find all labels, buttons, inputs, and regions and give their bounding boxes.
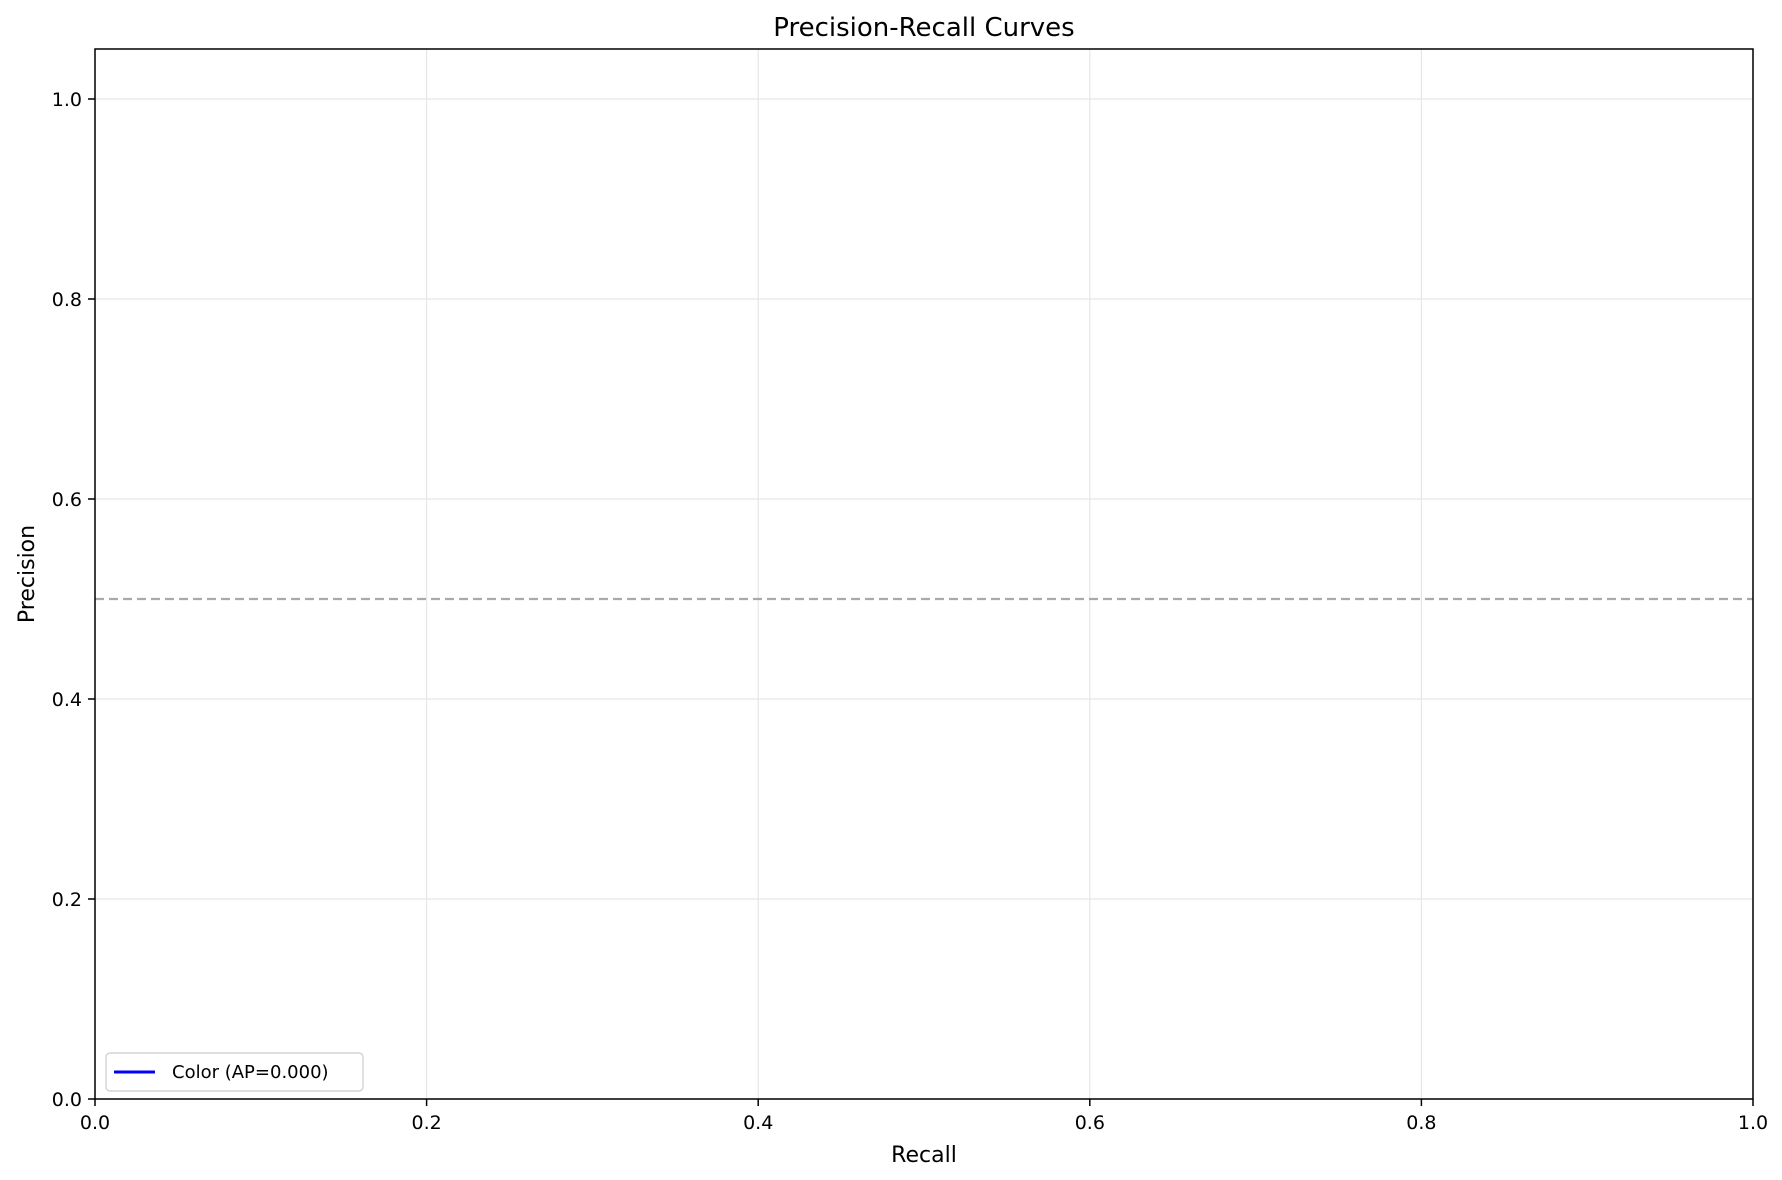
x-tick-label: 1.0	[1738, 1112, 1768, 1134]
legend: Color (AP=0.000)	[105, 1052, 364, 1092]
x-axis-ticks: 0.0 0.2 0.4 0.6 0.8 1.0	[80, 1099, 1768, 1134]
legend-box	[105, 1052, 364, 1092]
y-tick-label: 0.6	[52, 489, 82, 511]
x-tick-label: 0.6	[1075, 1112, 1105, 1134]
chart-title: Precision-Recall Curves	[773, 13, 1074, 43]
plot-area-frame	[94, 48, 1754, 1100]
x-tick-label: 0.2	[411, 1112, 441, 1134]
y-tick-label: 0.4	[52, 689, 82, 711]
y-axis-ticks: 0.0 0.2 0.4 0.6 0.8 1.0	[52, 89, 95, 1111]
x-axis-label: Recall	[891, 1143, 957, 1168]
x-tick-label: 0.0	[80, 1112, 110, 1134]
y-tick-label: 0.8	[52, 289, 82, 311]
legend-items: Color (AP=0.000)	[114, 1062, 329, 1083]
y-tick-label: 0.0	[52, 1089, 82, 1111]
y-tick-label: 0.2	[52, 889, 82, 911]
y-tick-label: 1.0	[52, 89, 82, 111]
x-tick-label: 0.4	[743, 1112, 773, 1134]
legend-label: Color (AP=0.000)	[172, 1062, 329, 1083]
y-axis-label: Precision	[15, 525, 40, 623]
x-tick-label: 0.8	[1406, 1112, 1436, 1134]
